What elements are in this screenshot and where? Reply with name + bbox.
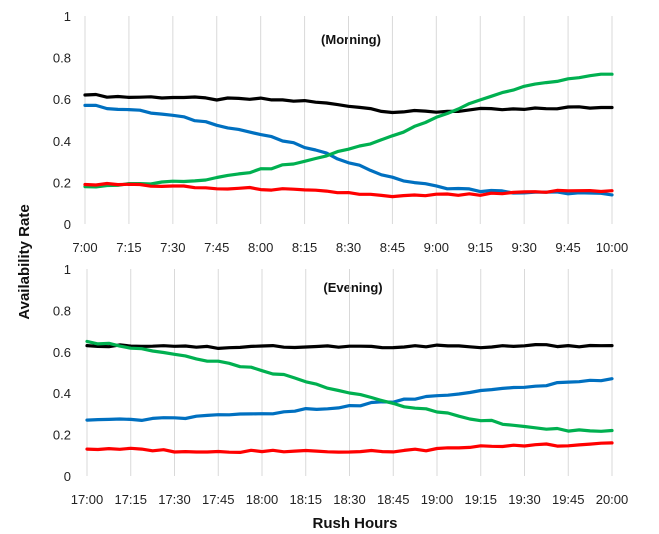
evening-x-tick-label: 17:45 xyxy=(202,492,235,507)
evening-x-tick-label: 17:15 xyxy=(114,492,147,507)
evening-y-tick-label: 0.4 xyxy=(53,386,71,401)
morning-x-tick-label: 7:30 xyxy=(160,240,185,255)
morning-x-tick-label: 7:00 xyxy=(72,240,97,255)
evening-series-red-line xyxy=(85,441,614,454)
evening-y-tick-label: 0.6 xyxy=(53,345,71,360)
evening-series-green-line xyxy=(85,339,614,433)
morning-x-tick-label: 9:45 xyxy=(555,240,580,255)
evening-x-tick-label: 19:45 xyxy=(552,492,585,507)
morning-y-tick-label: 0.6 xyxy=(53,92,71,107)
evening-x-tick-label: 18:30 xyxy=(333,492,366,507)
y-axis-title: Availability Rate xyxy=(16,204,33,319)
evening-x-tick-label: 19:15 xyxy=(464,492,497,507)
morning-series-black-line xyxy=(83,92,614,115)
evening-y-tick-label: 0.8 xyxy=(53,303,71,318)
evening-x-tick-label: 18:00 xyxy=(246,492,279,507)
evening-x-tick-label: 17:00 xyxy=(71,492,104,507)
morning-x-tick-label: 10:00 xyxy=(596,240,629,255)
morning-y-tick-label: 0.4 xyxy=(53,134,71,149)
evening-series-black-line xyxy=(85,343,614,350)
morning-x-tick-label: 8:00 xyxy=(248,240,273,255)
morning-x-tick-label: 8:45 xyxy=(380,240,405,255)
morning-x-tick-label: 8:30 xyxy=(336,240,361,255)
evening-y-tick-label: 0.2 xyxy=(53,428,71,443)
morning-y-tick-label: 1 xyxy=(64,9,71,24)
evening-series-blue-line xyxy=(85,377,614,422)
morning-series-red-line xyxy=(83,181,614,199)
morning-panel: (Morning) 7:00 7:15 7:30 7:45 8:00 8:15 8:30 8:… xyxy=(53,9,628,255)
morning-x-tick-label: 7:45 xyxy=(204,240,229,255)
evening-y-tick-label: 0 xyxy=(64,469,71,484)
evening-x-tick-label: 18:15 xyxy=(289,492,322,507)
morning-panel-title: (Morning) xyxy=(321,32,381,47)
morning-x-tick-label: 8:15 xyxy=(292,240,317,255)
morning-x-tick-label: 9:30 xyxy=(512,240,537,255)
morning-y-tick-label: 0.2 xyxy=(53,175,71,190)
evening-x-tick-label: 20:00 xyxy=(596,492,629,507)
evening-y-tick-label: 1 xyxy=(64,262,71,277)
morning-x-tick-label: 9:00 xyxy=(424,240,449,255)
evening-panel-title: (Evening) xyxy=(323,280,382,295)
morning-x-tick-label: 9:15 xyxy=(468,240,493,255)
evening-x-tick-label: 19:00 xyxy=(421,492,454,507)
morning-x-tick-label: 7:15 xyxy=(116,240,141,255)
x-axis-title: Rush Hours xyxy=(312,515,397,532)
evening-panel: (Evening) 17:00 17:15 17:30 17:45 18:00 18:15… xyxy=(53,262,628,507)
morning-series-green-line xyxy=(83,72,614,189)
evening-x-tick-label: 19:30 xyxy=(508,492,541,507)
evening-x-tick-label: 18:45 xyxy=(377,492,410,507)
evening-x-tick-label: 17:30 xyxy=(158,492,191,507)
morning-y-tick-label: 0.8 xyxy=(53,51,71,66)
morning-y-tick-label: 0 xyxy=(64,217,71,232)
